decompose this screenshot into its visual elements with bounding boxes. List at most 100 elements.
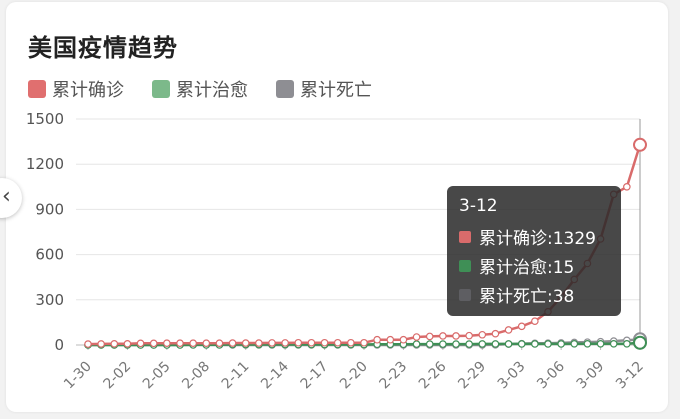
data-point — [452, 340, 460, 348]
data-point — [439, 332, 447, 340]
data-point — [633, 335, 647, 350]
data-point — [465, 340, 473, 348]
data-point — [136, 339, 145, 348]
x-tick-label: 2-17 — [298, 359, 332, 393]
data-point — [517, 322, 526, 331]
x-tick-label: 1-30 — [61, 359, 95, 393]
x-tick-label: 2-08 — [179, 359, 213, 393]
tooltip: 3-12 累计确诊:1329 累计治愈:15 累计死亡:38 — [447, 186, 621, 316]
data-point — [228, 339, 237, 347]
y-tick-label: 0 — [54, 336, 64, 354]
data-point — [123, 339, 132, 348]
x-tick-label: 3-06 — [534, 358, 568, 392]
data-point — [609, 339, 618, 348]
data-point — [623, 183, 631, 191]
data-point — [281, 339, 289, 347]
data-point — [517, 340, 526, 348]
tooltip-text-deaths: 累计死亡:38 — [479, 287, 575, 307]
data-point — [504, 326, 513, 334]
legend-swatch-confirmed — [28, 80, 46, 98]
tooltip-text-confirmed: 累计确诊:1329 — [479, 229, 596, 249]
data-point — [531, 317, 539, 325]
data-point — [583, 339, 592, 348]
x-tick-label: 2-26 — [416, 358, 450, 392]
data-point — [633, 137, 647, 152]
legend-swatch-deaths — [276, 80, 294, 98]
x-tick-label: 2-20 — [337, 359, 371, 393]
legend-item-recovered[interactable]: 累计治愈 — [152, 76, 248, 102]
y-tick-label: 300 — [35, 291, 64, 309]
data-point — [544, 340, 552, 348]
data-point — [412, 333, 421, 341]
data-point — [333, 338, 342, 347]
legend-item-deaths[interactable]: 累计死亡 — [276, 76, 372, 102]
legend-label-recovered: 累计治愈 — [176, 80, 248, 101]
tooltip-row-confirmed: 累计确诊:1329 — [459, 222, 609, 251]
data-point — [412, 340, 421, 348]
data-point — [399, 335, 408, 344]
data-point — [347, 338, 355, 347]
data-point — [189, 339, 197, 347]
legend-label-deaths: 累计死亡 — [300, 80, 372, 101]
data-point — [110, 339, 119, 348]
x-tick-label: 2-05 — [140, 359, 174, 393]
tooltip-dot-confirmed — [459, 230, 471, 243]
data-point — [478, 340, 487, 348]
tooltip-row-deaths: 累计死亡:38 — [459, 280, 609, 309]
data-point — [504, 340, 513, 348]
data-point — [491, 340, 500, 348]
data-point — [149, 339, 158, 348]
x-tick-label: 2-11 — [219, 359, 253, 393]
data-point — [439, 340, 447, 348]
data-point — [425, 332, 434, 341]
tooltip-text-recovered: 累计治愈:15 — [479, 258, 575, 278]
legend: 累计确诊 累计治愈 累计死亡 — [28, 76, 372, 102]
data-point — [176, 339, 184, 347]
data-point — [294, 338, 303, 347]
data-point — [84, 340, 92, 348]
chevron-left-icon: ‹ — [2, 184, 11, 209]
data-point — [570, 339, 579, 348]
data-point — [360, 338, 368, 347]
y-tick-label: 1500 — [26, 110, 64, 128]
data-point — [163, 339, 171, 347]
tooltip-date: 3-12 — [459, 196, 498, 216]
legend-label-confirmed: 累计确诊 — [52, 80, 124, 101]
data-point — [97, 340, 105, 348]
data-point — [373, 335, 381, 344]
tooltip-dot-deaths — [459, 288, 471, 301]
x-tick-label: 3-09 — [574, 359, 608, 393]
data-point — [202, 339, 211, 347]
data-point — [215, 339, 224, 347]
tooltip-dot-recovered — [459, 259, 471, 272]
data-point — [623, 339, 631, 348]
data-point — [531, 340, 539, 348]
x-tick-label: 2-02 — [100, 359, 134, 393]
data-point — [452, 332, 460, 340]
data-point — [386, 335, 395, 344]
data-point — [241, 339, 250, 347]
x-tick-label: 2-29 — [455, 359, 489, 393]
x-tick-label: 2-14 — [258, 358, 292, 392]
data-point — [425, 340, 434, 348]
data-point — [307, 338, 316, 347]
data-point — [596, 339, 605, 348]
data-point — [320, 338, 329, 347]
tooltip-row-recovered: 累计治愈:15 — [459, 251, 609, 280]
y-tick-label: 1200 — [26, 155, 64, 173]
data-point — [268, 339, 276, 347]
back-button[interactable]: ‹ — [0, 178, 22, 218]
y-tick-label: 900 — [35, 200, 64, 218]
y-tick-label: 600 — [35, 246, 64, 264]
chart-title: 美国疫情趋势 — [28, 34, 178, 62]
x-tick-label: 3-03 — [495, 359, 529, 393]
legend-swatch-recovered — [152, 80, 170, 98]
data-point — [557, 340, 565, 348]
data-point — [491, 329, 500, 338]
data-point — [255, 339, 263, 347]
legend-item-confirmed[interactable]: 累计确诊 — [28, 76, 124, 102]
x-tick-label: 3-12 — [613, 359, 647, 393]
data-point — [465, 331, 473, 340]
data-point — [478, 330, 487, 339]
x-tick-label: 2-23 — [376, 359, 410, 393]
